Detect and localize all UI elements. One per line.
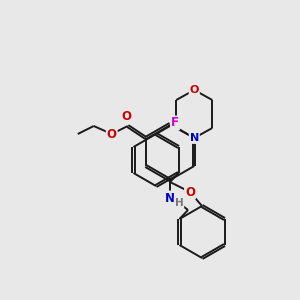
- Text: O: O: [107, 128, 117, 140]
- Text: F: F: [171, 116, 179, 130]
- Text: O: O: [122, 110, 132, 124]
- Text: N: N: [165, 191, 175, 205]
- Text: N: N: [190, 133, 199, 143]
- Text: O: O: [185, 185, 195, 199]
- Text: H: H: [175, 198, 183, 208]
- Text: O: O: [190, 85, 199, 95]
